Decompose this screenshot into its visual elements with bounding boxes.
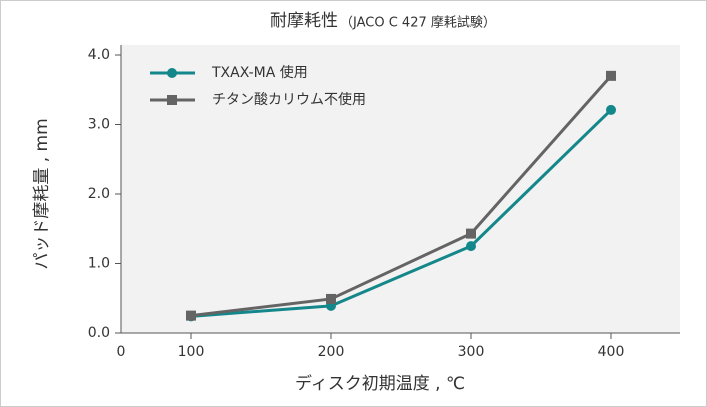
series-line [190, 74, 613, 318]
legend-marker [167, 95, 177, 105]
legend-label: TXAX-MA 使用 [211, 64, 308, 81]
data-point [466, 228, 476, 239]
x-tick-label: 300 [458, 344, 485, 360]
plot-area [121, 45, 680, 333]
y-tick-label: 0.0 [88, 325, 110, 341]
y-tick-label: 3.0 [88, 117, 110, 133]
data-point [326, 293, 336, 304]
y-axis-label: パッド摩耗量 , mm [32, 118, 52, 269]
x-axis-label: ディスク初期温度 , ℃ [295, 373, 465, 394]
chart-subtitle: （JACO C 427 摩耗試験） [340, 15, 496, 31]
data-point [466, 241, 476, 252]
chart-title: 耐摩耗性 [270, 11, 338, 31]
x-tick-label: 400 [598, 344, 625, 360]
legend-label: チタン酸カリウム不使用 [212, 91, 366, 108]
x-origin-label: 0 [117, 344, 126, 360]
data-point [186, 310, 196, 321]
y-tick-label: 2.0 [88, 186, 110, 202]
y-tick-label: 4.0 [88, 47, 110, 63]
x-tick-label: 200 [318, 344, 345, 360]
legend-marker [167, 68, 177, 78]
x-tick-label: 100 [178, 344, 205, 360]
data-point [606, 104, 616, 115]
y-tick-label: 1.0 [88, 256, 110, 272]
series-line [190, 108, 613, 318]
data-point [606, 70, 616, 81]
